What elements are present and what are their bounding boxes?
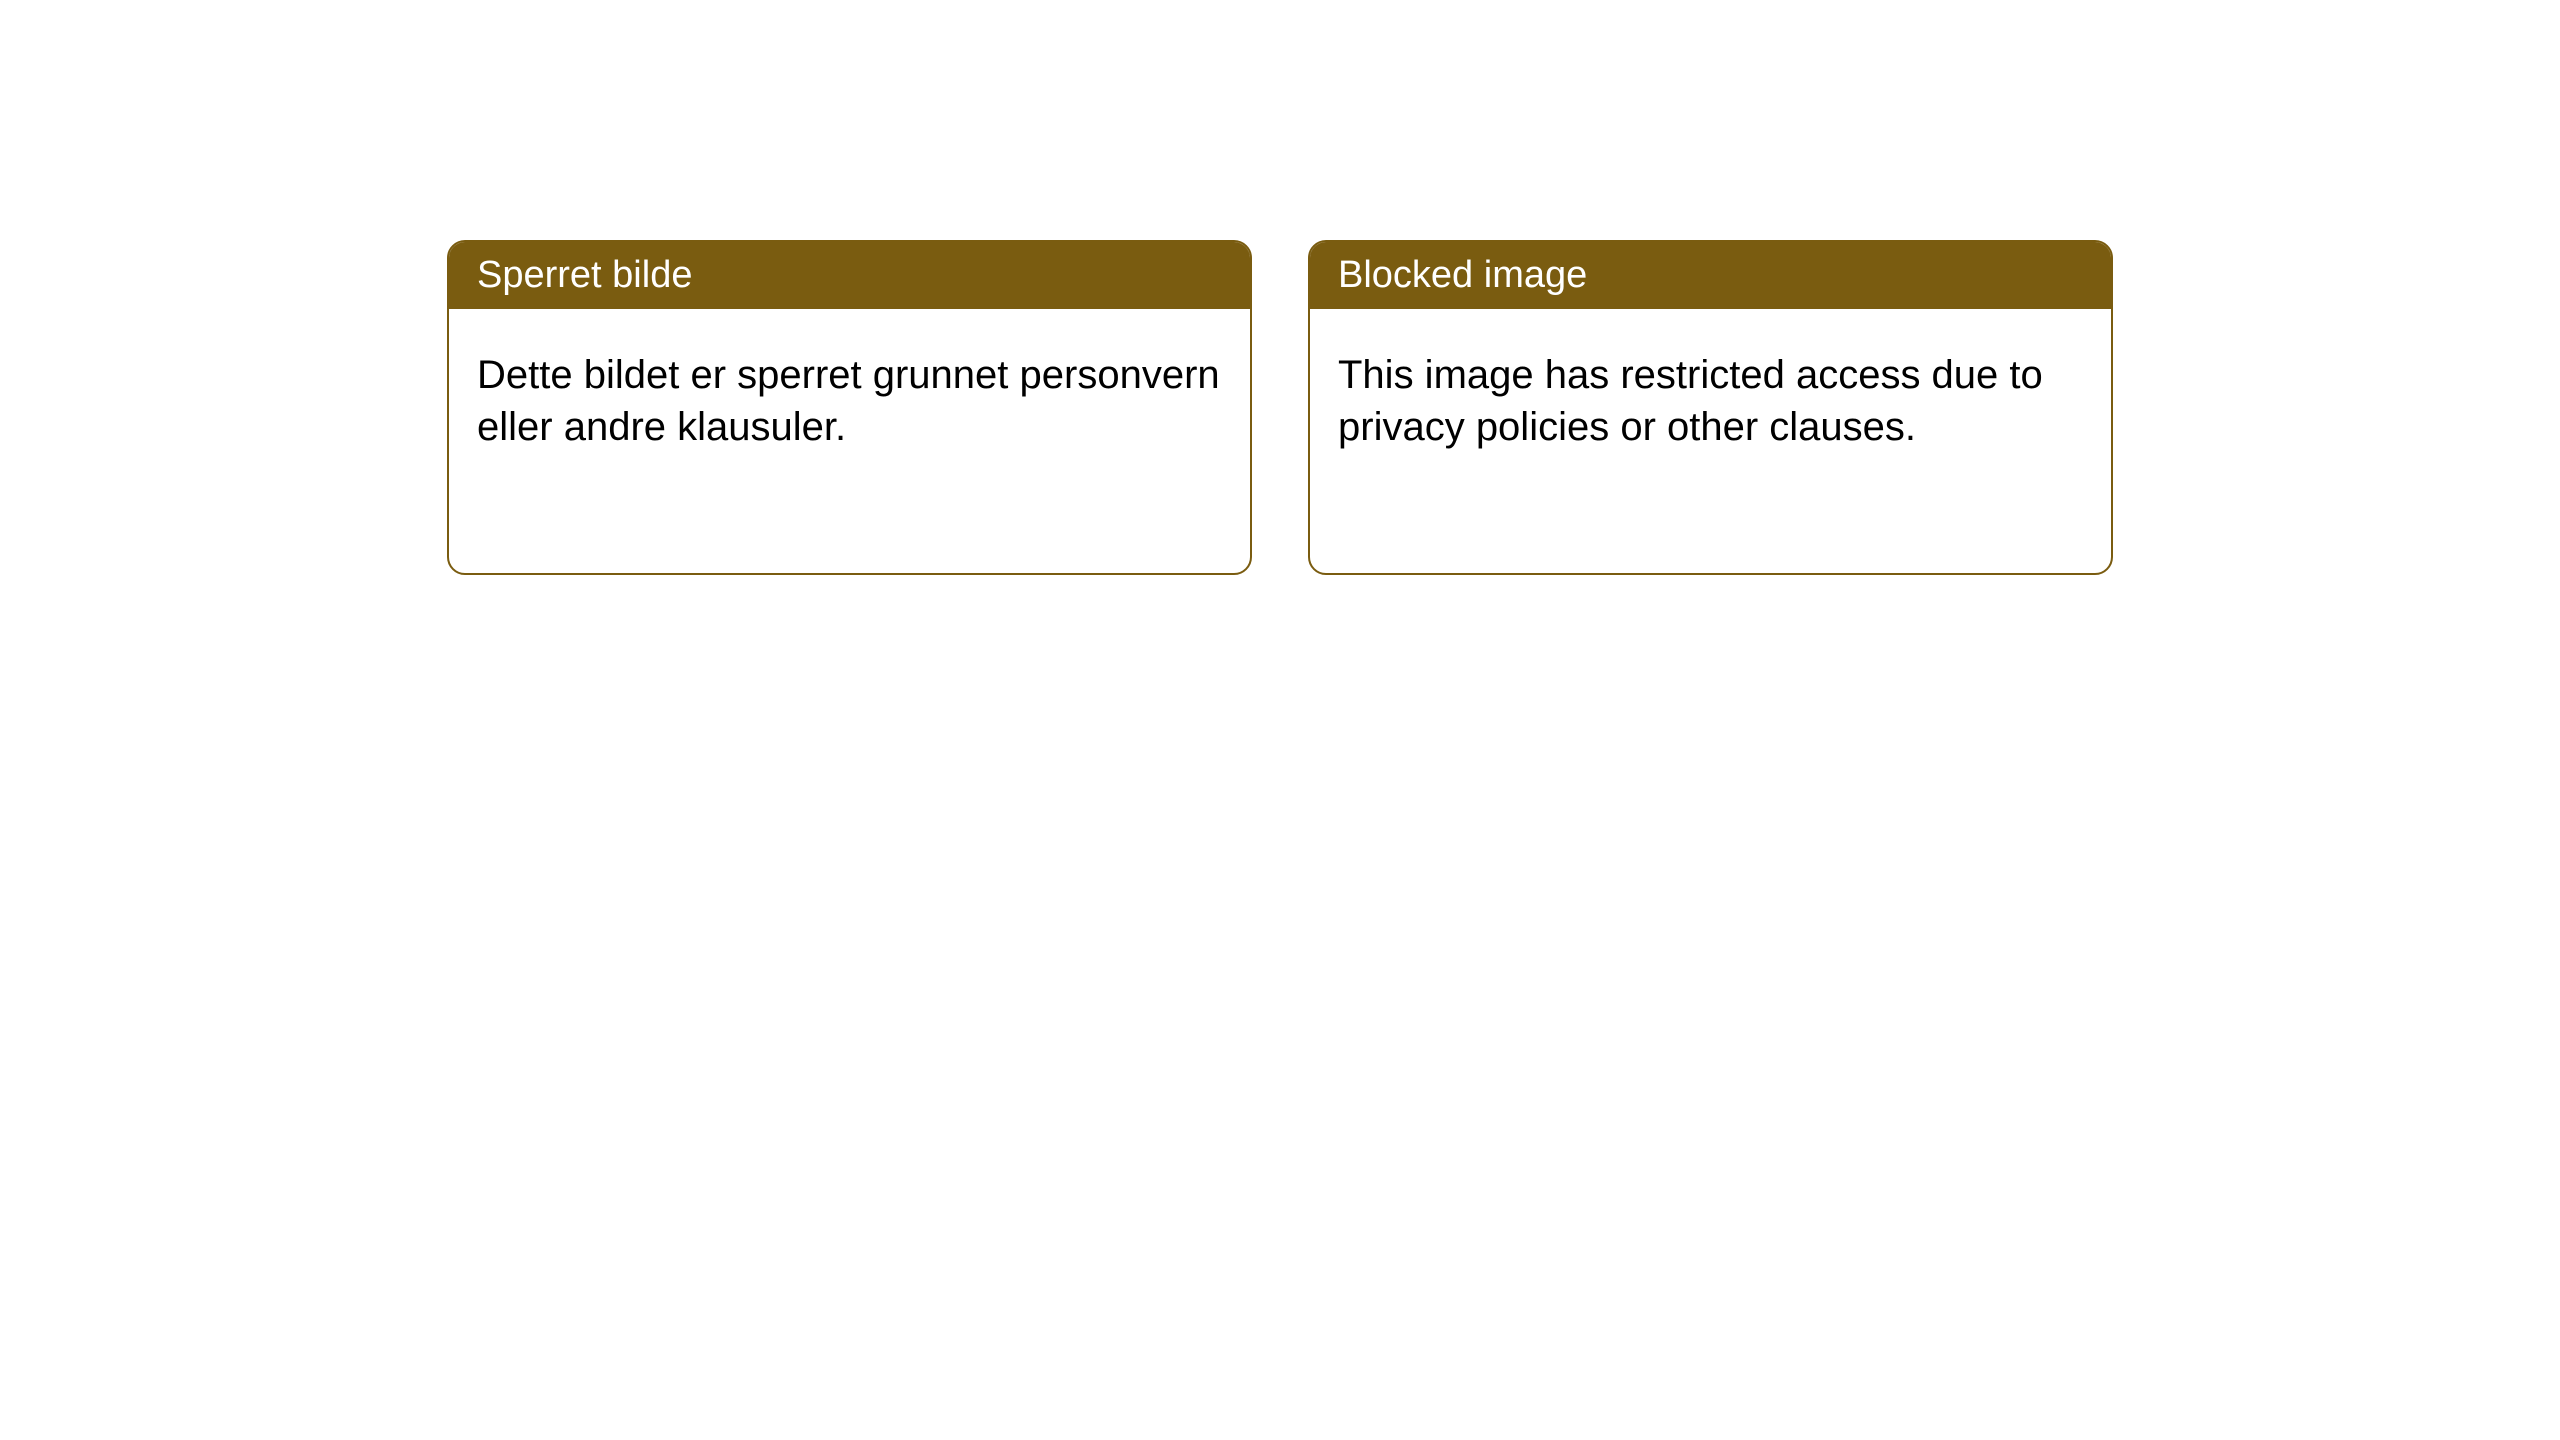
notice-card-header: Blocked image bbox=[1310, 242, 2111, 309]
notice-card-title: Sperret bilde bbox=[477, 254, 692, 296]
notice-card-body: Dette bildet er sperret grunnet personve… bbox=[449, 309, 1250, 493]
notice-card-text: Dette bildet er sperret grunnet personve… bbox=[477, 353, 1220, 449]
notice-card-header: Sperret bilde bbox=[449, 242, 1250, 309]
notice-cards-container: Sperret bilde Dette bildet er sperret gr… bbox=[447, 240, 2113, 575]
notice-card-text: This image has restricted access due to … bbox=[1338, 353, 2043, 449]
notice-card-body: This image has restricted access due to … bbox=[1310, 309, 2111, 493]
notice-card-english: Blocked image This image has restricted … bbox=[1308, 240, 2113, 575]
notice-card-title: Blocked image bbox=[1338, 254, 1587, 296]
notice-card-norwegian: Sperret bilde Dette bildet er sperret gr… bbox=[447, 240, 1252, 575]
